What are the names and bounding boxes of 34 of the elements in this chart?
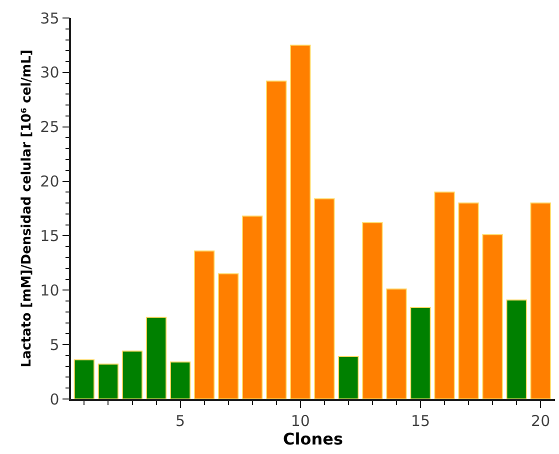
bar	[506, 299, 527, 399]
bar	[482, 234, 503, 399]
bar	[194, 250, 215, 399]
bar	[266, 80, 287, 399]
bar	[362, 222, 383, 399]
bar	[338, 356, 359, 399]
y-tick-label: 25	[40, 118, 60, 136]
bar	[314, 198, 335, 399]
y-tick-label: 30	[40, 64, 60, 82]
x-tick-label: 5	[176, 412, 186, 430]
y-axis-title: Lactato [mM]/Densidad celular [10⁶ cel/mL]	[20, 50, 35, 368]
x-tick-label: 15	[410, 412, 430, 430]
x-tick-label: 20	[531, 412, 550, 430]
y-tick-label: 10	[40, 281, 60, 300]
x-tick-label: 10	[290, 412, 310, 430]
bar	[242, 216, 263, 399]
bar	[74, 359, 95, 399]
bar	[530, 202, 551, 399]
bar	[170, 361, 191, 399]
bar	[458, 202, 479, 399]
y-tick-label: 15	[40, 226, 60, 245]
bar	[218, 273, 239, 399]
y-tick-label: 20	[40, 172, 60, 191]
bar	[386, 288, 407, 399]
y-tick-label: 35	[40, 9, 60, 28]
bar	[434, 192, 455, 399]
y-tick-label: 0	[50, 390, 60, 408]
bar	[98, 364, 119, 399]
bar	[410, 307, 431, 399]
y-tick-label: 5	[50, 336, 60, 354]
bar	[122, 350, 143, 399]
bar	[146, 316, 167, 399]
x-axis-title: Clones	[283, 430, 343, 449]
bar	[290, 44, 311, 399]
